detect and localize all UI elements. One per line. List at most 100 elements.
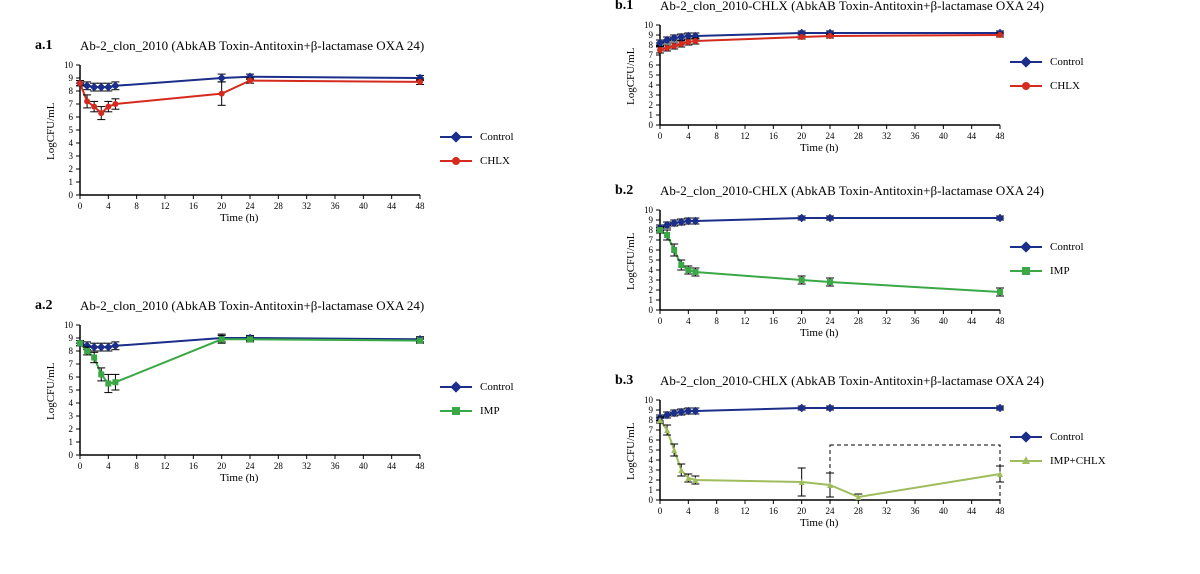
svg-text:48: 48 — [996, 131, 1006, 141]
svg-text:0: 0 — [78, 201, 83, 211]
legend-label-control: Control — [1050, 241, 1084, 253]
svg-text:3: 3 — [69, 411, 74, 421]
legend-b1: ControlCHLX — [1010, 55, 1084, 103]
svg-text:36: 36 — [911, 506, 921, 516]
svg-text:32: 32 — [882, 506, 891, 516]
svg-text:7: 7 — [649, 425, 654, 435]
xlabel-a1: Time (h) — [220, 212, 258, 224]
legend-label-control: Control — [480, 131, 514, 143]
svg-text:48: 48 — [996, 506, 1006, 516]
svg-text:0: 0 — [78, 461, 83, 471]
panel-label-b3: b.3 — [615, 373, 633, 389]
legend-a1: Control CHLX — [440, 130, 514, 178]
svg-text:48: 48 — [996, 316, 1006, 326]
panel-title-b2: Ab-2_clon_2010-CHLX (AbkAB Toxin-Antitox… — [660, 183, 1044, 199]
ylabel-a2: LogCFU/mL — [45, 363, 57, 420]
plot-a1: 04812162024283236404448012345678910 — [40, 60, 440, 230]
svg-text:2: 2 — [649, 100, 654, 110]
svg-text:20: 20 — [217, 461, 227, 471]
svg-text:8: 8 — [649, 225, 654, 235]
svg-text:10: 10 — [64, 60, 74, 70]
svg-text:4: 4 — [686, 316, 691, 326]
svg-text:5: 5 — [649, 255, 654, 265]
svg-text:9: 9 — [69, 333, 74, 343]
svg-text:0: 0 — [69, 450, 74, 460]
svg-text:44: 44 — [387, 461, 397, 471]
svg-text:12: 12 — [741, 316, 750, 326]
svg-text:8: 8 — [649, 415, 654, 425]
svg-text:36: 36 — [331, 461, 341, 471]
legend-item-chlx: CHLX — [1010, 79, 1084, 93]
svg-text:1: 1 — [69, 437, 74, 447]
panel-title-b3: Ab-2_clon_2010-CHLX (AbkAB Toxin-Antitox… — [660, 373, 1044, 389]
svg-text:40: 40 — [939, 316, 949, 326]
svg-text:32: 32 — [882, 316, 891, 326]
svg-text:24: 24 — [246, 201, 256, 211]
svg-text:8: 8 — [69, 86, 74, 96]
svg-text:40: 40 — [939, 506, 949, 516]
svg-text:24: 24 — [826, 506, 836, 516]
legend-label-chlx: CHLX — [1050, 80, 1080, 92]
svg-text:36: 36 — [911, 131, 921, 141]
svg-text:0: 0 — [658, 131, 663, 141]
svg-text:0: 0 — [649, 305, 654, 315]
svg-text:2: 2 — [69, 164, 74, 174]
ylabel-b1: LogCFU/mL — [625, 48, 637, 105]
svg-text:6: 6 — [649, 60, 654, 70]
svg-text:40: 40 — [359, 461, 369, 471]
svg-text:0: 0 — [649, 495, 654, 505]
xlabel-b3: Time (h) — [800, 517, 838, 529]
svg-text:16: 16 — [769, 506, 779, 516]
ylabel-b3: LogCFU/mL — [625, 423, 637, 480]
svg-text:5: 5 — [69, 385, 74, 395]
legend-item-imp: IMP — [1010, 264, 1084, 278]
svg-text:8: 8 — [69, 346, 74, 356]
svg-text:0: 0 — [658, 316, 663, 326]
svg-text:1: 1 — [649, 295, 654, 305]
svg-text:4: 4 — [106, 201, 111, 211]
svg-text:7: 7 — [69, 359, 74, 369]
svg-text:3: 3 — [649, 465, 654, 475]
svg-text:8: 8 — [649, 40, 654, 50]
svg-text:12: 12 — [741, 131, 750, 141]
plot-a2: 04812162024283236404448012345678910 — [40, 320, 440, 490]
svg-text:10: 10 — [644, 20, 654, 30]
svg-text:28: 28 — [854, 131, 864, 141]
svg-text:44: 44 — [967, 131, 977, 141]
svg-text:12: 12 — [161, 201, 170, 211]
svg-text:40: 40 — [359, 201, 369, 211]
svg-text:0: 0 — [69, 190, 74, 200]
svg-text:8: 8 — [714, 506, 719, 516]
svg-text:4: 4 — [649, 80, 654, 90]
svg-text:9: 9 — [649, 215, 654, 225]
xlabel-a2: Time (h) — [220, 472, 258, 484]
svg-text:16: 16 — [189, 201, 199, 211]
svg-text:5: 5 — [649, 445, 654, 455]
svg-text:10: 10 — [644, 205, 654, 215]
panel-label-a1: a.1 — [35, 38, 53, 54]
svg-text:9: 9 — [69, 73, 74, 83]
xlabel-b2: Time (h) — [800, 327, 838, 339]
svg-text:1: 1 — [69, 177, 74, 187]
svg-text:6: 6 — [69, 372, 74, 382]
svg-text:20: 20 — [797, 131, 807, 141]
panel-label-b2: b.2 — [615, 183, 633, 199]
legend-b3: ControlIMP+CHLX — [1010, 430, 1106, 478]
svg-text:20: 20 — [797, 316, 807, 326]
svg-text:6: 6 — [69, 112, 74, 122]
svg-text:4: 4 — [686, 506, 691, 516]
ylabel-b2: LogCFU/mL — [625, 233, 637, 290]
plot-b2: 04812162024283236404448012345678910 — [620, 205, 1020, 345]
panel-label-a2: a.2 — [35, 298, 53, 314]
svg-text:8: 8 — [714, 131, 719, 141]
legend-item-control: Control — [440, 380, 514, 394]
xlabel-b1: Time (h) — [800, 142, 838, 154]
legend-label-chlx: CHLX — [480, 155, 510, 167]
svg-text:2: 2 — [649, 285, 654, 295]
svg-text:4: 4 — [69, 138, 74, 148]
legend-label-control: Control — [480, 381, 514, 393]
svg-text:6: 6 — [649, 245, 654, 255]
panel-title-b1: Ab-2_clon_2010-CHLX (AbkAB Toxin-Antitox… — [660, 0, 1044, 14]
svg-text:28: 28 — [854, 506, 864, 516]
svg-text:48: 48 — [416, 461, 426, 471]
